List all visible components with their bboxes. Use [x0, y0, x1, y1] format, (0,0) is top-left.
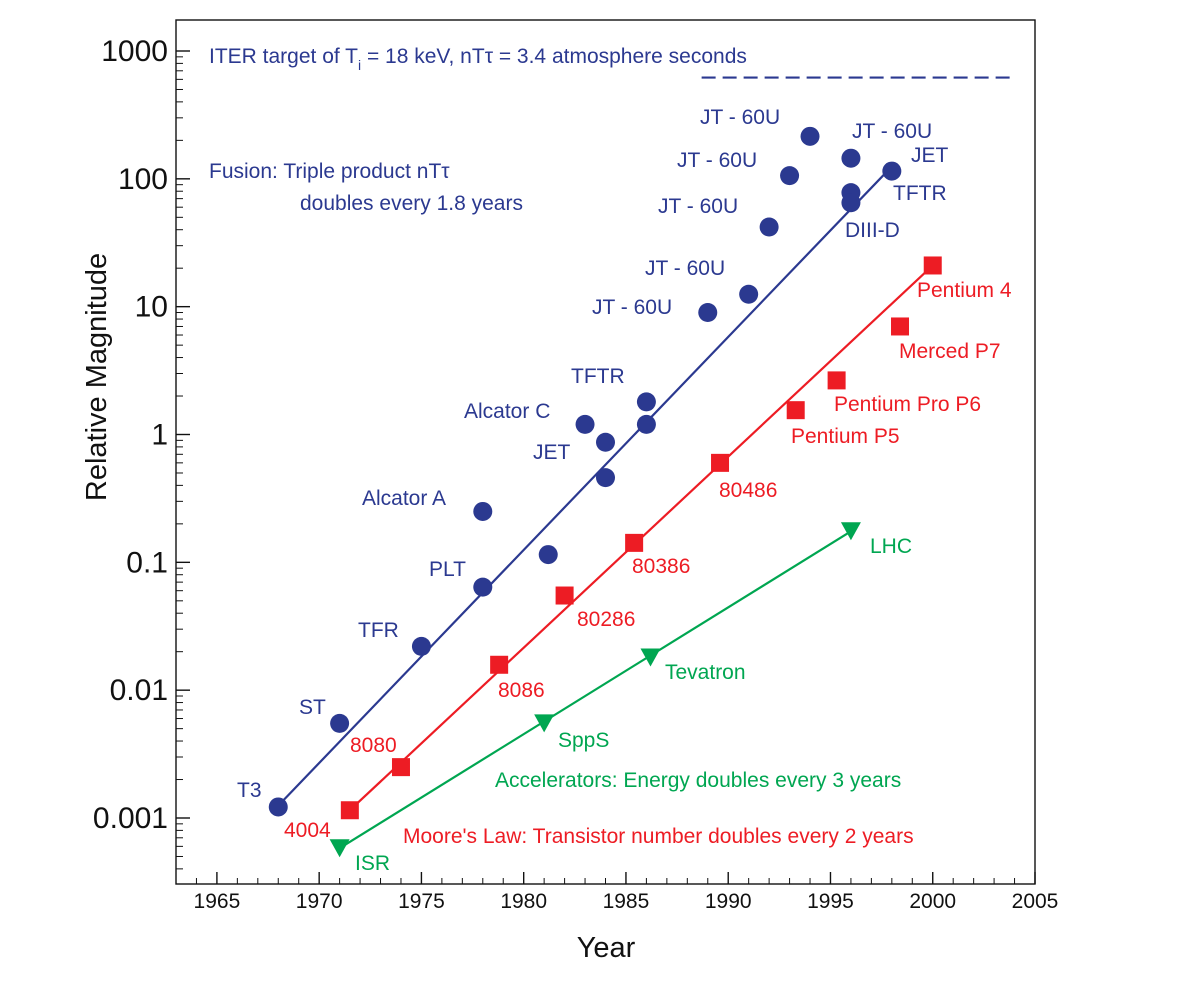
fusion-point: [636, 392, 656, 412]
moore-point-label: Pentium P5: [791, 425, 900, 448]
plot-frame: [175, 19, 1036, 885]
fusion-point: [473, 577, 493, 597]
fusion-point-label: TFR: [358, 619, 399, 642]
fusion-point: [538, 545, 558, 565]
x-tick-label: 1965: [194, 890, 241, 913]
fusion-point-label: JT - 60U: [645, 257, 725, 280]
moore-point-label: 8086: [498, 679, 545, 702]
accelerators-trend-line: [339, 530, 852, 850]
data-markers: [268, 126, 942, 858]
moore-point: [490, 655, 509, 674]
moore-annotation: Moore's Law: Transistor number doubles e…: [403, 825, 914, 848]
fusion-point-label: JT - 60U: [852, 120, 932, 143]
accelerators-point-label: LHC: [870, 535, 912, 558]
fusion-point: [596, 432, 615, 452]
accelerators-annotation: Accelerators: Energy doubles every 3 yea…: [495, 769, 901, 792]
fusion-point: [575, 414, 595, 434]
x-tick-label: 1990: [705, 890, 752, 913]
moore-point-label: Merced P7: [899, 340, 1001, 363]
fusion-point: [882, 161, 902, 181]
y-tick-label: 0.1: [126, 546, 168, 579]
fusion-point-label: TFTR: [571, 365, 625, 388]
x-tick-label: 2000: [909, 890, 956, 913]
moore-point-label: 80286: [577, 608, 635, 631]
moore-point: [786, 401, 805, 420]
y-axis-title: Relative Magnitude: [81, 253, 113, 501]
moore-point-label: Pentium Pro P6: [834, 393, 981, 416]
fusion-point-label: Alcator C: [464, 400, 550, 423]
y-tick-label: 0.001: [93, 802, 168, 835]
accelerators-point: [840, 522, 861, 541]
fusion-point: [411, 636, 431, 656]
fusion-point-label: T3: [237, 779, 262, 802]
fusion-point: [841, 148, 861, 168]
fusion-point: [636, 414, 656, 434]
fusion-point: [596, 468, 615, 488]
moore-point-label: 80386: [632, 555, 690, 578]
fusion-point: [739, 284, 759, 304]
x-tick-label: 2005: [1012, 890, 1059, 913]
moore-point: [555, 586, 574, 605]
moore-point: [891, 317, 910, 336]
fusion-point-label: JET: [911, 144, 949, 167]
accelerators-point: [640, 648, 661, 667]
y-tick-label: 1: [151, 419, 168, 452]
accelerators-point-label: SppS: [558, 729, 609, 752]
moore-point-label: 8080: [350, 734, 397, 757]
fusion-point-label: JT - 60U: [658, 195, 738, 218]
accelerators-point: [534, 714, 555, 733]
moore-point: [827, 371, 846, 390]
fusion-point-label: TFTR: [893, 182, 947, 205]
moore-point: [391, 758, 410, 777]
fusion-point-label: JET: [533, 441, 571, 464]
fusion-point-label: JT - 60U: [700, 106, 780, 129]
accelerators-point-label: ISR: [355, 852, 390, 875]
fusion-point: [698, 303, 718, 323]
fusion-point: [330, 713, 350, 733]
fusion-point: [759, 217, 779, 237]
x-tick-label: 1980: [500, 890, 547, 913]
iter-target-label: ITER target of Ti = 18 keV, nTτ = 3.4 at…: [209, 45, 747, 73]
series-annotations: Fusion: Triple product nTτ doubles every …: [209, 160, 914, 848]
y-tick-label: 100: [118, 163, 168, 196]
iter-reference: ITER target of Ti = 18 keV, nTτ = 3.4 at…: [209, 45, 1015, 79]
fusion-point-label: Alcator A: [362, 487, 446, 510]
x-tick-label: 1970: [296, 890, 343, 913]
x-tick-label: 1985: [603, 890, 650, 913]
fusion-annotation: doubles every 1.8 years: [300, 192, 523, 215]
fusion-annotation: Fusion: Triple product nTτ: [209, 160, 450, 183]
fusion-point-label: PLT: [429, 558, 466, 581]
accelerators-point-label: Tevatron: [665, 661, 746, 684]
fusion-point: [841, 193, 861, 213]
moore-point-label: 4004: [284, 819, 331, 842]
x-tick-label: 1995: [807, 890, 854, 913]
x-axis-title: Year: [577, 932, 636, 964]
fusion-point: [473, 501, 493, 521]
x-tick-label: 1975: [398, 890, 445, 913]
fusion-point-label: DIII-D: [845, 219, 900, 242]
moore-point: [923, 256, 942, 275]
fusion-point: [800, 126, 820, 146]
point-labels: T3 ST TFR PLT Alcator A Alcator C JET TFTR JT - …: [237, 106, 1012, 875]
moore-point-label: Pentium 4: [917, 279, 1012, 302]
fusion-trend-line: [277, 165, 893, 807]
axes: 1965 1970 1975 1980 1985 1990 1995 2000 2005 0.00…: [93, 35, 1058, 913]
moore-point: [711, 453, 730, 472]
fusion-point-label: ST: [299, 696, 326, 719]
y-tick-label: 1000: [101, 35, 168, 68]
fusion-point: [780, 166, 800, 186]
moore-point: [625, 533, 644, 552]
fusion-point: [268, 797, 288, 817]
fusion-point-label: JT - 60U: [677, 149, 757, 172]
moore-point: [340, 801, 359, 820]
moore-point-label: 80486: [719, 479, 777, 502]
y-tick-label: 10: [135, 291, 168, 324]
y-tick-label: 0.01: [110, 674, 168, 707]
fusion-point-label: JT - 60U: [592, 296, 672, 319]
accelerators-point: [329, 839, 350, 858]
